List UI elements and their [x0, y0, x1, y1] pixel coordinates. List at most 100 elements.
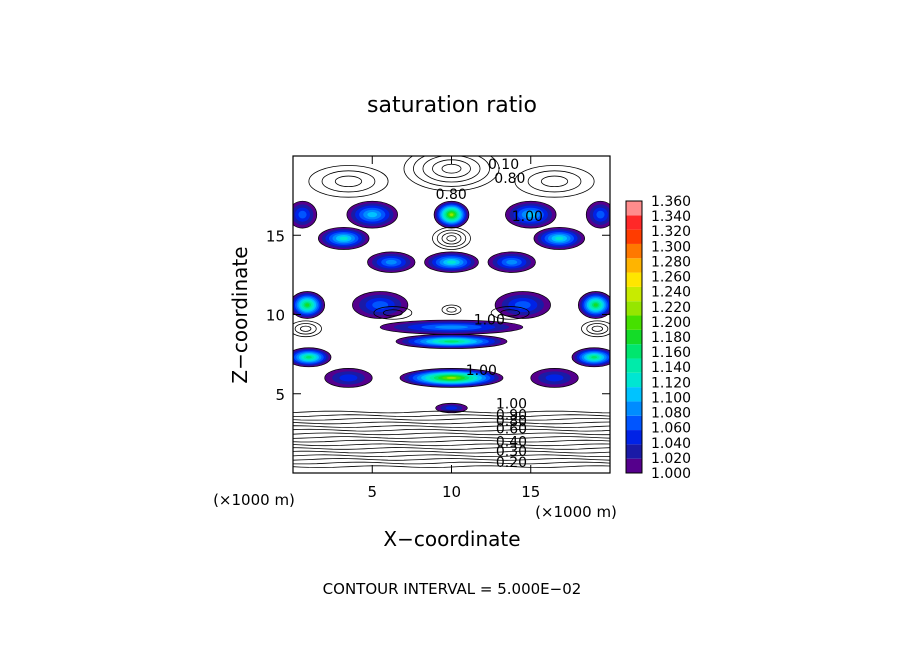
contour-line — [591, 325, 604, 332]
contour-line — [293, 418, 610, 421]
x-axis-ticks: 5 10 15 — [367, 156, 540, 501]
contour-line — [530, 368, 579, 388]
heatmap-cell — [444, 340, 459, 343]
contour-line — [432, 226, 471, 250]
contour-label: 0.10 — [488, 157, 519, 173]
colorbar-label: 1.100 — [651, 390, 691, 406]
contour-line — [441, 163, 462, 174]
heatmap-cell — [545, 374, 564, 382]
contour-line — [293, 291, 326, 319]
contour-line — [299, 325, 312, 332]
heatmap-cell — [339, 236, 348, 241]
colorbar-swatch — [626, 272, 642, 287]
colorbar-swatch — [626, 444, 642, 459]
y-axis-ticks: 5 10 15 — [266, 227, 610, 404]
heatmap-cell — [447, 260, 456, 264]
contour-line — [293, 428, 610, 432]
contour-line — [293, 443, 610, 447]
contour-line — [293, 425, 610, 428]
contour-line — [293, 439, 610, 443]
contour-line — [293, 447, 610, 450]
colorbar-label: 1.180 — [651, 330, 691, 346]
contour-line — [441, 304, 462, 315]
contour-label: 0.40 — [496, 434, 527, 450]
colorbar-label: 1.260 — [651, 270, 691, 286]
contour-lines — [293, 156, 610, 468]
contour-line — [527, 170, 582, 193]
x-tick-label: 10 — [442, 483, 461, 501]
colorbar-swatch — [626, 286, 642, 302]
colorbar-swatch — [626, 358, 642, 373]
contour-line — [586, 323, 609, 335]
colorbar-label: 1.080 — [651, 406, 691, 422]
heatmap-cell — [591, 356, 598, 359]
contour-label: 1.00 — [496, 396, 527, 412]
contour-line — [293, 461, 610, 465]
colorbar-swatch — [626, 315, 642, 330]
heatmap-cell — [372, 301, 389, 309]
colorbar-swatch — [626, 401, 642, 416]
contour-label: 0.30 — [496, 444, 527, 460]
contour-line — [293, 436, 610, 439]
contour-line — [571, 347, 610, 368]
contour-line — [293, 454, 610, 457]
colorbar-swatch — [626, 372, 642, 388]
heatmap-cell — [339, 374, 358, 382]
colorbar-label: 1.000 — [651, 466, 691, 482]
colorbar-label: 1.320 — [651, 224, 691, 240]
colorbar-label: 1.060 — [651, 421, 691, 437]
colorbar-swatch — [626, 215, 642, 230]
contour-line — [352, 291, 409, 319]
x-axis-label: X−coordinate — [383, 527, 520, 551]
contour-line — [436, 229, 467, 248]
contour-line — [293, 414, 610, 417]
contour-line — [293, 432, 610, 436]
colorbar-swatch — [626, 201, 642, 216]
heatmap-cell — [596, 210, 605, 219]
contour-interval-note: CONTOUR INTERVAL = 5.000E−02 — [323, 580, 582, 598]
contour-line — [540, 175, 569, 188]
colorbar-label: 1.120 — [651, 375, 691, 391]
colorbar-label: 1.340 — [651, 209, 691, 225]
contour-line — [293, 458, 610, 461]
colorbar-label: 1.200 — [651, 315, 691, 331]
x-unit-left: (×1000 m) — [213, 491, 295, 509]
heatmap-cell — [514, 301, 531, 309]
contour-line — [441, 232, 462, 245]
contour-line — [585, 200, 610, 229]
contour-line — [294, 323, 317, 335]
x-tick-label: 5 — [367, 483, 377, 501]
heatmap-cell — [555, 236, 564, 241]
contour-line — [403, 156, 500, 192]
contour-line — [505, 200, 557, 229]
heatmap-cell — [593, 303, 598, 307]
colorbar-swatch — [626, 329, 642, 345]
contour-line — [321, 170, 376, 193]
colorbar-swatch — [626, 415, 642, 431]
colorbar-swatch — [626, 344, 642, 359]
contour-line — [490, 306, 530, 320]
colorbar-label: 1.360 — [651, 194, 691, 210]
contour-label: 0.90 — [496, 407, 527, 423]
y-tick-label: 10 — [266, 307, 285, 325]
chart-title: saturation ratio — [367, 93, 537, 118]
contour-label: 0.20 — [496, 455, 527, 471]
heatmap-cell — [367, 212, 378, 218]
heatmap-cell — [305, 303, 310, 307]
contour-line — [334, 175, 363, 188]
contour-label: 1.00 — [474, 312, 505, 328]
colorbar-label: 1.020 — [651, 451, 691, 467]
contour-line — [577, 291, 610, 319]
contour-line — [373, 306, 413, 320]
heatmap-cell — [298, 210, 307, 219]
contour-line — [324, 368, 373, 388]
heatmap-cell — [506, 259, 518, 265]
contour-line — [293, 347, 332, 368]
colorbar-label: 1.140 — [651, 360, 691, 376]
y-tick-label: 15 — [266, 227, 285, 245]
colorbar-swatch — [626, 243, 642, 259]
contour-line — [533, 226, 585, 250]
heatmap-cell — [445, 406, 458, 410]
x-unit-right: (×1000 m) — [535, 503, 617, 521]
